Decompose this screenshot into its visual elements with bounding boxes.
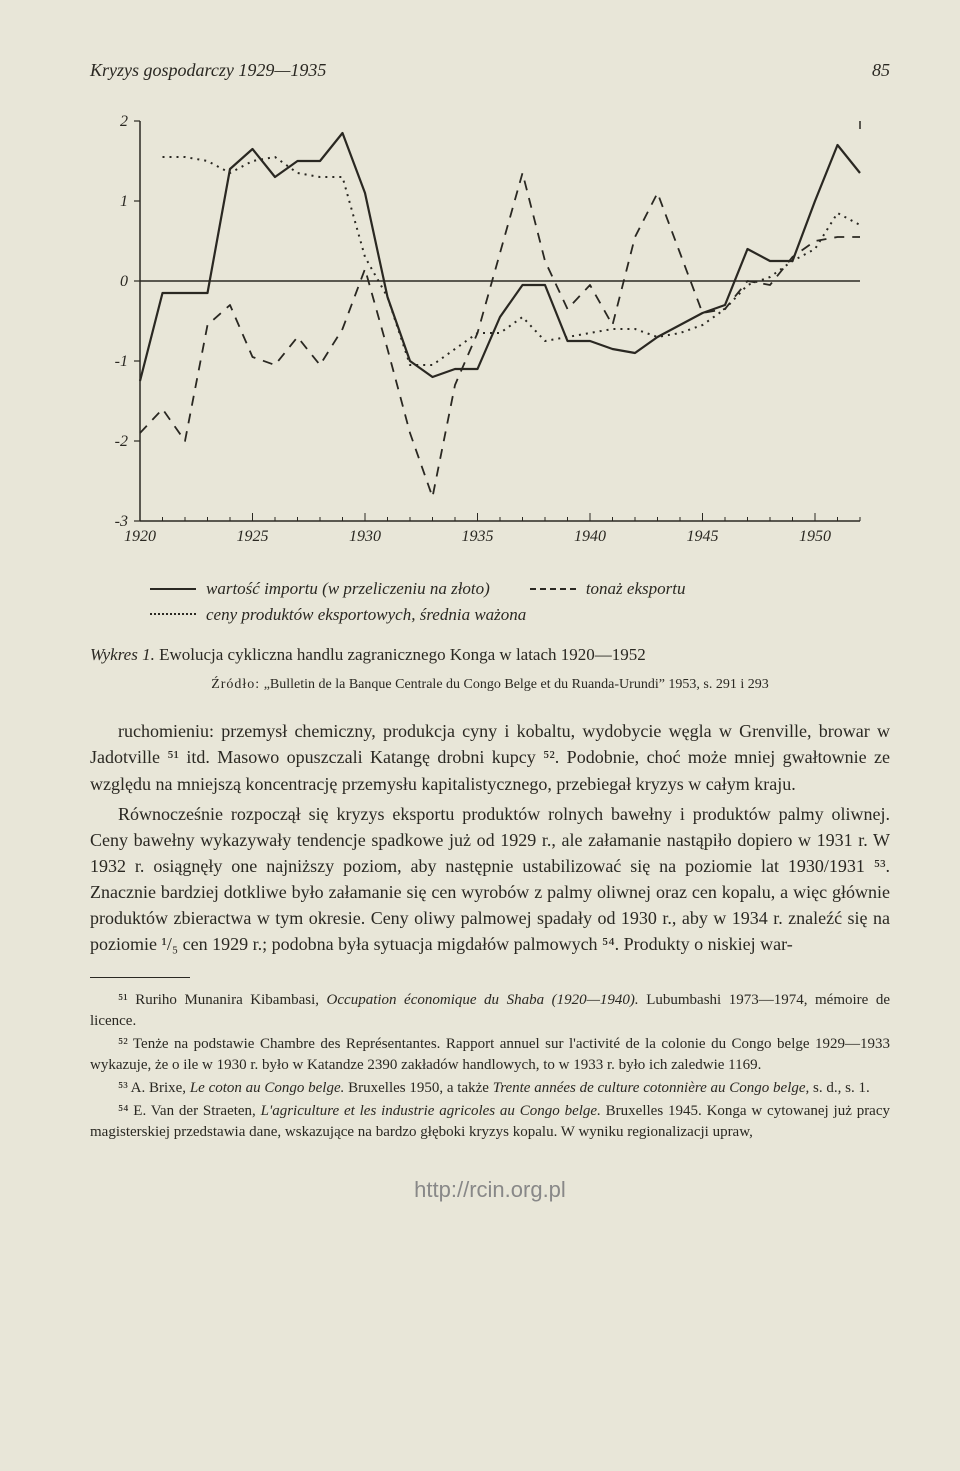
svg-text:1945: 1945 [687, 528, 719, 545]
footnote-53: ⁵³ A. Brixe, Le coton au Congo belge. Br… [90, 1078, 890, 1099]
chart-legend: wartość importu (w przeliczeniu na złoto… [150, 576, 890, 627]
footnote-54: ⁵⁴ E. Van der Straeten, L'agriculture et… [90, 1101, 890, 1143]
svg-text:1935: 1935 [462, 528, 494, 545]
legend-dashed: tonaż eksportu [586, 576, 686, 602]
svg-text:1930: 1930 [349, 528, 381, 545]
footer-url: http://rcin.org.pl [90, 1177, 890, 1203]
legend-dotted: ceny produktów eksportowych, średnia waż… [206, 602, 526, 628]
svg-text:1920: 1920 [124, 528, 156, 545]
svg-text:1940: 1940 [574, 528, 606, 545]
dash-swatch [530, 588, 576, 590]
footnote-rule [90, 977, 190, 978]
svg-text:1925: 1925 [237, 528, 269, 545]
dot-swatch [150, 613, 196, 615]
legend-solid: wartość importu (w przeliczeniu na złoto… [206, 576, 490, 602]
svg-text:1950: 1950 [799, 528, 831, 545]
figure-source: Źródło: „Bulletin de la Banque Centrale … [90, 675, 890, 695]
svg-text:2: 2 [120, 113, 128, 130]
figure-caption: Wykres 1. Ewolucja cykliczna handlu zagr… [90, 643, 890, 667]
svg-text:-2: -2 [115, 433, 128, 450]
paragraph-1: ruchomieniu: przemysł chemiczny, produkc… [90, 718, 890, 796]
solid-swatch [150, 588, 196, 590]
footnote-51: ⁵¹ Ruriho Munanira Kibambasi, Occupation… [90, 990, 890, 1032]
svg-text:-1: -1 [115, 353, 128, 370]
svg-text:0: 0 [120, 273, 128, 290]
page-number: 85 [872, 60, 890, 81]
svg-text:1: 1 [120, 193, 128, 210]
paragraph-2: Równocześnie rozpoczął się kryzys ekspor… [90, 801, 890, 958]
running-title: Kryzys gospodarczy 1929—1935 [90, 60, 326, 81]
footnotes: ⁵¹ Ruriho Munanira Kibambasi, Occupation… [90, 990, 890, 1143]
cycle-chart: -3-2-10121920192519301935194019451950 [90, 111, 890, 566]
footnote-52: ⁵² Tenże na podstawie Chambre des Représ… [90, 1034, 890, 1076]
body-text: ruchomieniu: przemysł chemiczny, produkc… [90, 718, 890, 957]
